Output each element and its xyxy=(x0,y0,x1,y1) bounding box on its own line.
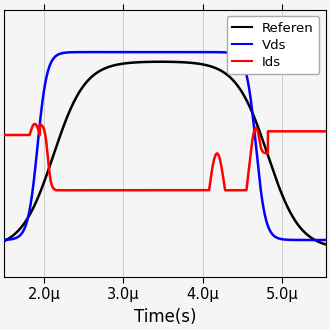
Ids xyxy=(193,188,197,192)
Line: Referen: Referen xyxy=(4,62,326,245)
Vds xyxy=(119,50,123,54)
Ids xyxy=(2,133,6,137)
Vds xyxy=(193,50,197,54)
Referen xyxy=(119,62,123,66)
Ids xyxy=(324,129,328,133)
Ids xyxy=(258,140,262,144)
Vds xyxy=(2,238,6,242)
Ids xyxy=(241,188,245,192)
Line: Ids: Ids xyxy=(4,124,326,190)
Vds xyxy=(324,238,328,242)
Legend: Referen, Vds, Ids: Referen, Vds, Ids xyxy=(227,16,319,74)
Referen xyxy=(18,226,22,230)
Referen xyxy=(193,61,197,65)
Vds xyxy=(145,50,149,54)
Vds xyxy=(241,61,245,65)
Vds xyxy=(18,233,22,237)
Referen xyxy=(2,239,6,243)
Ids xyxy=(207,188,211,192)
Referen xyxy=(241,91,245,95)
Ids xyxy=(119,188,123,192)
Vds xyxy=(258,181,262,184)
Ids xyxy=(54,188,58,192)
Referen xyxy=(207,64,211,68)
X-axis label: Time(s): Time(s) xyxy=(134,308,196,326)
Referen xyxy=(159,60,163,64)
Referen xyxy=(324,243,328,247)
Vds xyxy=(207,50,211,54)
Referen xyxy=(258,130,262,134)
Line: Vds: Vds xyxy=(4,52,326,240)
Ids xyxy=(33,122,37,126)
Ids xyxy=(18,133,22,137)
